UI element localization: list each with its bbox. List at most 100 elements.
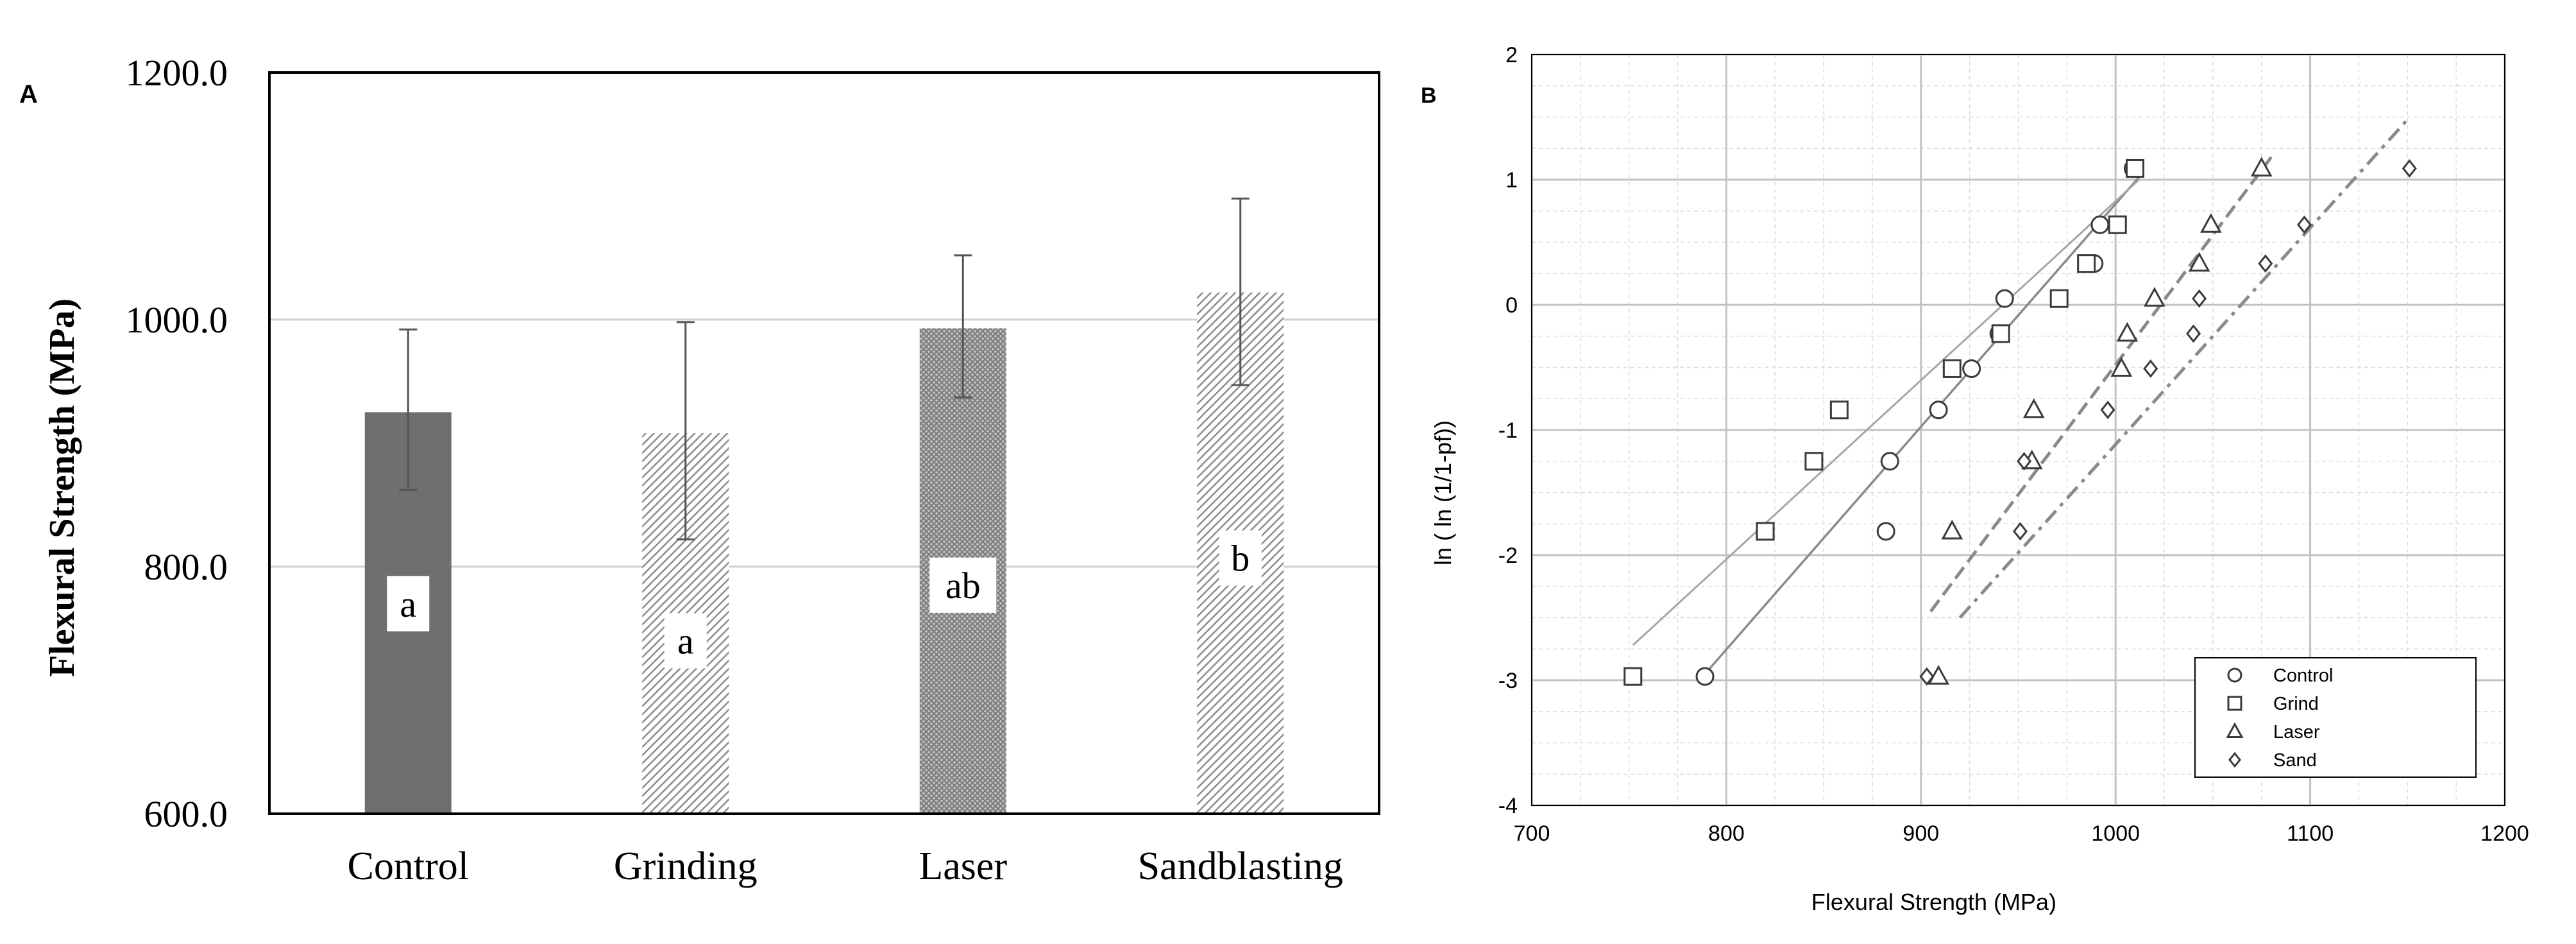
- point-control: [1876, 522, 1895, 541]
- panel-a-y-ticks: 600.0 800.0 1000.0 1200.0: [126, 52, 228, 835]
- legend-label-control: Control: [2273, 665, 2334, 686]
- point-grind: [2126, 159, 2145, 178]
- point-laser: [2200, 213, 2222, 233]
- group-letter-box: [387, 576, 430, 631]
- fit-line-grind: [1632, 178, 2140, 646]
- point-sand: [2013, 522, 2028, 541]
- x-tick-label-sandblasting: Sandblasting: [1138, 845, 1343, 888]
- x-tick-label: 1100: [2287, 821, 2334, 846]
- panel-b-x-axis-label: Flexural Strength (MPa): [1811, 889, 2056, 915]
- group-letter-label: a: [400, 583, 416, 625]
- y-tick-label: 600.0: [144, 793, 228, 835]
- group-letter-box: [664, 613, 707, 669]
- point-laser: [2250, 157, 2273, 176]
- point-grind: [1829, 400, 1849, 420]
- panel-b-label: B: [1421, 83, 1437, 108]
- legend-label-sand: Sand: [2273, 750, 2317, 771]
- point-grind: [1991, 324, 2010, 343]
- x-tick-label: 900: [1902, 821, 1939, 846]
- point-sand: [2186, 324, 2201, 343]
- group-letter-label: ab: [945, 565, 981, 606]
- point-control: [1880, 452, 1899, 471]
- point-sand: [2402, 159, 2417, 178]
- point-control: [1962, 359, 1981, 378]
- fit-line-control: [1704, 176, 2140, 675]
- panel-a-x-ticks: Control Grinding Laser Sandblasting: [348, 845, 1343, 888]
- fit-line-sand: [1958, 118, 2409, 619]
- panel-a-y-axis-label: Flexural Strength (MPa): [42, 298, 82, 677]
- point-control: [1929, 400, 1948, 420]
- x-tick-label: 1200: [2480, 821, 2529, 846]
- y-tick-label: -2: [1498, 544, 1518, 568]
- legend-marker-laser: [2226, 722, 2244, 738]
- panel-b-x-ticks: 700 800 900 1000 1100 1200: [1514, 821, 2529, 846]
- panel-a: A a a ab b 600.0 800.0 1000.0 1200.0 Control Gr…: [19, 52, 1380, 888]
- point-laser: [2188, 252, 2210, 272]
- legend-label-grind: Grind: [2273, 694, 2319, 714]
- group-letter-label: a: [677, 621, 694, 662]
- y-tick-label: 0: [1505, 293, 1518, 318]
- point-control: [2090, 215, 2110, 234]
- point-control: [1995, 289, 2014, 308]
- group-letter-box: [929, 557, 997, 613]
- y-tick-label: -4: [1498, 794, 1518, 818]
- panel-a-bars: [364, 292, 1284, 814]
- point-sand: [2100, 400, 2115, 420]
- point-sand: [1919, 667, 1935, 686]
- y-tick-label: 1: [1505, 168, 1518, 193]
- panel-a-label: A: [19, 80, 38, 108]
- point-laser: [2116, 322, 2139, 342]
- point-sand: [2017, 452, 2032, 471]
- point-control: [1695, 667, 1715, 686]
- y-tick-label: 1200.0: [126, 52, 228, 94]
- x-tick-label-laser: Laser: [919, 845, 1007, 888]
- y-tick-label: 1000.0: [126, 299, 228, 341]
- panel-b-y-ticks: -4 -3 -2 -1 0 1 2: [1498, 43, 1518, 818]
- point-sand: [2258, 254, 2273, 273]
- point-sand: [2296, 215, 2312, 234]
- point-laser: [2144, 287, 2165, 307]
- point-laser: [2110, 357, 2133, 377]
- point-laser: [1928, 665, 1949, 685]
- y-tick-label: 2: [1505, 43, 1518, 67]
- fit-line-laser: [1929, 156, 2273, 613]
- x-tick-label: 1000: [2091, 821, 2140, 846]
- point-sand: [2192, 289, 2207, 308]
- panel-a-error-bars: [399, 197, 1250, 541]
- panel-b-data-points: [1623, 157, 2417, 686]
- panel-a-gridlines: [269, 318, 1379, 568]
- y-tick-label: -3: [1498, 669, 1518, 693]
- point-grind: [1623, 667, 1643, 686]
- x-tick-label-grinding: Grinding: [614, 845, 758, 888]
- point-grind: [2108, 215, 2127, 234]
- panel-b-y-axis-label: ln ( ln (1/1-pf)): [1430, 420, 1456, 565]
- panel-b-plot-frame: [1531, 54, 2505, 806]
- point-grind: [1756, 522, 1775, 541]
- point-laser: [2022, 398, 2045, 418]
- panel-a-plot-frame: [268, 71, 1380, 815]
- panel-a-group-letters: a a ab b: [387, 530, 1262, 669]
- legend-marker-sand: [2228, 751, 2241, 768]
- point-sand: [2143, 359, 2158, 378]
- point-grind: [2077, 254, 2096, 273]
- y-tick-label: 800.0: [144, 546, 228, 588]
- x-tick-label: 700: [1514, 821, 1550, 846]
- legend-marker-control: [2227, 667, 2242, 683]
- panel-b: B -4 -3 -2 -1 0 1 2 700 800 900 1000 1100 1200 Flex…: [1421, 43, 2529, 915]
- x-tick-label: 800: [1708, 821, 1745, 846]
- point-grind: [1804, 452, 1824, 471]
- legend-box: [2194, 657, 2477, 778]
- group-letter-box: [1219, 530, 1262, 586]
- panel-b-fit-lines: [1632, 118, 2409, 675]
- point-grind: [1942, 359, 1962, 378]
- legend-marker-grind: [2227, 696, 2242, 711]
- point-grind: [2049, 289, 2069, 308]
- group-letter-label: b: [1231, 538, 1250, 579]
- legend-label-laser: Laser: [2273, 722, 2320, 742]
- y-tick-label: -1: [1498, 418, 1518, 443]
- point-laser: [1941, 519, 1963, 540]
- panel-b-legend: Control Grind Laser Sand: [2194, 657, 2477, 778]
- x-tick-label-control: Control: [348, 845, 469, 888]
